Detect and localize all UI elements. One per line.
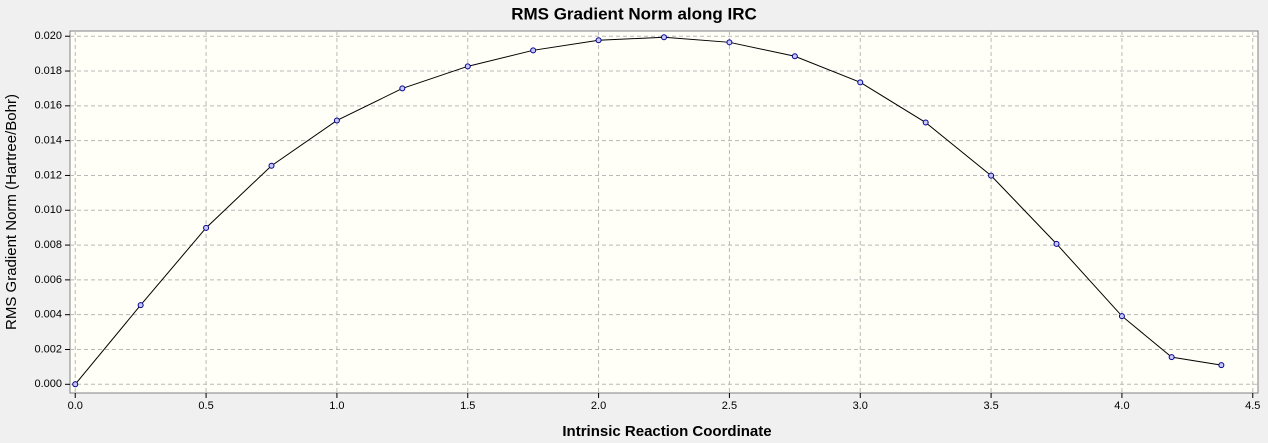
y-tick-label: 0.010 <box>34 204 62 216</box>
y-tick-label: 0.014 <box>34 135 62 147</box>
y-tick-label: 0.008 <box>34 239 62 251</box>
data-point <box>1218 362 1225 369</box>
y-tick-label: 0.012 <box>34 169 62 181</box>
data-point <box>268 162 275 169</box>
plot-area <box>69 30 1259 394</box>
data-point <box>857 79 864 86</box>
x-axis-label: Intrinsic Reaction Coordinate <box>562 423 771 440</box>
data-point <box>399 85 406 92</box>
y-tick-label: 0.018 <box>34 65 62 77</box>
y-tick-label: 0.002 <box>34 343 62 355</box>
chart-title: RMS Gradient Norm along IRC <box>511 4 757 23</box>
data-point <box>464 63 471 70</box>
data-point <box>595 37 602 44</box>
x-tick-label: 1.0 <box>329 400 344 412</box>
y-tick-label: 0.004 <box>34 309 62 321</box>
x-tick-label: 0.0 <box>68 400 83 412</box>
x-tick-label: 3.5 <box>983 400 998 412</box>
data-point <box>726 39 733 46</box>
x-tick-label: 4.5 <box>1245 400 1260 412</box>
x-tick-label: 2.5 <box>722 400 737 412</box>
data-point <box>203 224 210 231</box>
data-point <box>137 302 144 309</box>
y-tick-label: 0.020 <box>34 30 62 42</box>
x-tick-label: 0.5 <box>198 400 213 412</box>
data-point <box>333 117 340 124</box>
y-tick-label: 0.000 <box>34 378 62 390</box>
x-tick-label: 1.5 <box>460 400 475 412</box>
y-tick-label: 0.016 <box>34 100 62 112</box>
y-axis-label: RMS Gradient Norm (Hartree/Bohr) <box>3 94 20 330</box>
data-point <box>1053 240 1060 247</box>
x-tick-label: 2.0 <box>591 400 606 412</box>
data-point <box>530 47 537 54</box>
x-tick-label: 3.0 <box>853 400 868 412</box>
data-point <box>988 172 995 179</box>
data-point <box>922 119 929 126</box>
y-tick-label: 0.006 <box>34 274 62 286</box>
x-tick-label: 4.0 <box>1114 400 1129 412</box>
data-point <box>661 34 667 41</box>
data-point <box>1168 354 1175 361</box>
data-point <box>791 53 798 60</box>
data-point <box>72 381 79 388</box>
data-point <box>1118 313 1125 320</box>
